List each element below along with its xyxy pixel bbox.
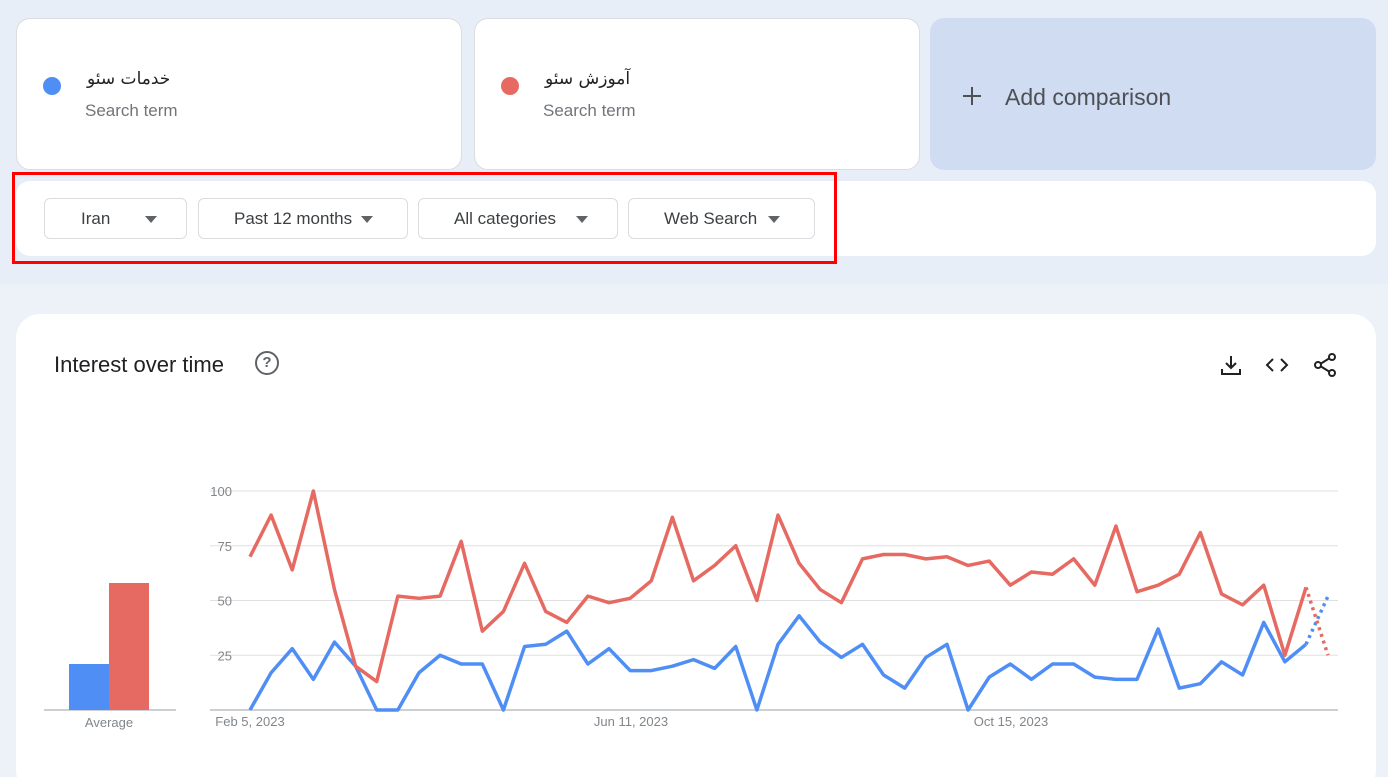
term-label: خدمات سئو bbox=[87, 69, 171, 89]
series-line bbox=[248, 614, 1308, 712]
chevron-down-icon bbox=[576, 216, 588, 223]
y-tick-label: 75 bbox=[218, 539, 232, 554]
average-bar bbox=[69, 664, 109, 710]
partial-data-line bbox=[1304, 586, 1330, 656]
chevron-down-icon bbox=[768, 216, 780, 223]
x-tick-label: Jun 11, 2023 bbox=[594, 714, 668, 729]
term-card-1[interactable]: خدمات سئو Search term bbox=[16, 18, 462, 170]
partial-data-line bbox=[1304, 595, 1330, 646]
plus-icon bbox=[963, 87, 981, 105]
average-label: Average bbox=[85, 715, 133, 730]
term-sublabel: Search term bbox=[85, 101, 178, 120]
chevron-down-icon bbox=[145, 216, 157, 223]
y-tick-label: 25 bbox=[218, 648, 232, 663]
y-tick-label: 100 bbox=[210, 484, 232, 499]
panel-title: Interest over time bbox=[54, 352, 224, 377]
term-label: آموزش سئو bbox=[545, 69, 631, 89]
embed-icon[interactable] bbox=[1264, 352, 1290, 378]
average-bar bbox=[109, 582, 149, 710]
help-icon[interactable]: ? bbox=[255, 351, 279, 375]
time-range-select[interactable]: Past 12 months bbox=[198, 198, 408, 239]
term-card-2[interactable]: آموزش سئو Search term bbox=[474, 18, 920, 170]
download-icon[interactable] bbox=[1218, 352, 1244, 378]
share-icon[interactable] bbox=[1312, 352, 1338, 378]
category-select[interactable]: All categories bbox=[418, 198, 618, 239]
term-sublabel: Search term bbox=[543, 101, 636, 120]
series-line bbox=[248, 489, 1308, 684]
add-comparison-button[interactable]: Add comparison bbox=[930, 18, 1376, 170]
add-comparison-label: Add comparison bbox=[1005, 84, 1172, 110]
x-tick-label: Feb 5, 2023 bbox=[215, 714, 284, 729]
time-range-value: Past 12 months bbox=[234, 209, 353, 228]
region-value: Iran bbox=[81, 209, 111, 228]
category-value: All categories bbox=[454, 209, 557, 228]
search-type-value: Web Search bbox=[664, 209, 758, 228]
term-color-dot bbox=[501, 77, 519, 95]
y-tick-label: 50 bbox=[218, 594, 232, 609]
search-type-select[interactable]: Web Search bbox=[628, 198, 815, 239]
chevron-down-icon bbox=[361, 216, 373, 223]
term-color-dot bbox=[43, 77, 61, 95]
x-tick-label: Oct 15, 2023 bbox=[974, 714, 1048, 729]
region-select[interactable]: Iran bbox=[44, 198, 187, 239]
filter-highlight-box bbox=[12, 172, 837, 264]
